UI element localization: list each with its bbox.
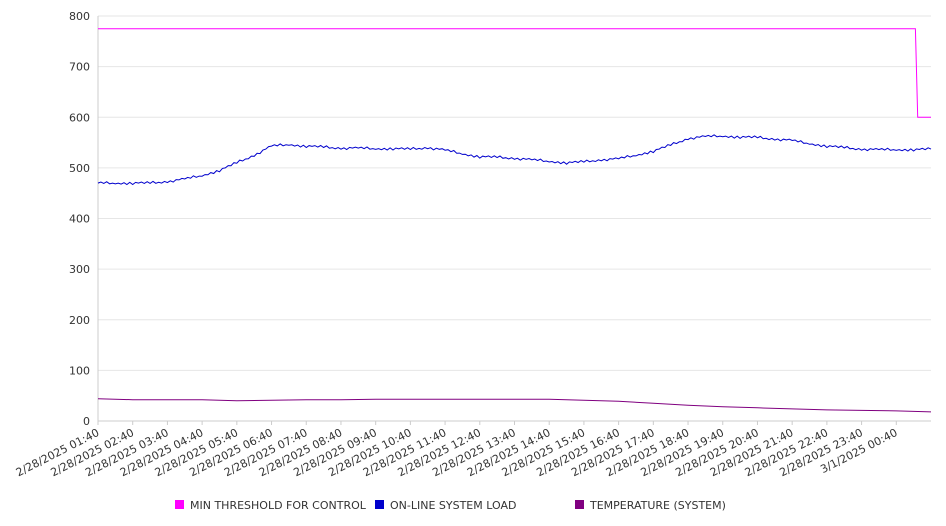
legend-swatch: [575, 500, 584, 509]
y-tick-label: 300: [69, 263, 90, 276]
y-tick-label: 800: [69, 10, 90, 23]
legend-label: TEMPERATURE (SYSTEM): [589, 499, 726, 512]
series-line-1: [98, 28, 931, 118]
y-tick-label: 100: [69, 364, 90, 377]
legend-swatch: [375, 500, 384, 509]
y-tick-label: 0: [83, 415, 90, 428]
series-line-2: [97, 134, 932, 186]
y-tick-label: 200: [69, 314, 90, 327]
y-tick-label: 700: [69, 61, 90, 74]
y-tick-label: 600: [69, 111, 90, 124]
series-line-3: [97, 398, 932, 413]
legend-swatch: [175, 500, 184, 509]
y-tick-label: 500: [69, 162, 90, 175]
legend-label: MIN THRESHOLD FOR CONTROL: [190, 499, 367, 512]
legend-label: ON-LINE SYSTEM LOAD: [390, 499, 516, 512]
y-tick-label: 400: [69, 213, 90, 226]
